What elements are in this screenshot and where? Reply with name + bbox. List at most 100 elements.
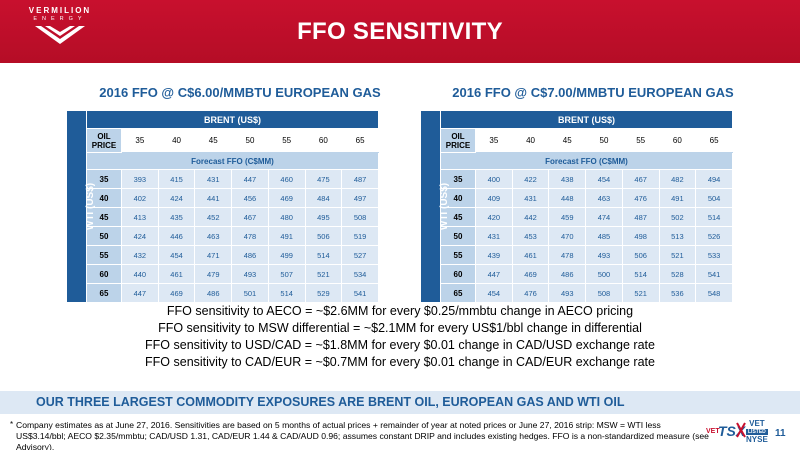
brent-price-header: 45	[548, 128, 587, 153]
page-number: 11	[775, 428, 786, 439]
ffo-value-cell: 420	[475, 207, 513, 227]
ffo-value-cell: 521	[621, 283, 660, 303]
note-usdcad: FFO sensitivity to USD/CAD = ~$1.8MM for…	[145, 338, 655, 352]
oil-price-header: OIL PRICE	[86, 128, 122, 153]
ffo-value-cell: 432	[121, 245, 159, 265]
table-row: 55 432 454 471 486 499 514 527	[67, 245, 379, 265]
nyse-badge: VET LISTED NYSE	[746, 420, 768, 444]
table-row: 65 454 476 493 508 521 536 548	[421, 283, 733, 303]
ffo-value-cell: 514	[695, 207, 733, 227]
table-row: 65 447 469 486 501 514 529 541	[67, 283, 379, 303]
brent-price-header: 45	[194, 128, 233, 153]
exchange-listing-logo: VET TSX VET LISTED NYSE	[706, 420, 768, 444]
wti-price-cell: 50	[440, 226, 476, 246]
logo-name: VERMILION	[28, 6, 92, 15]
ffo-value-cell: 431	[194, 169, 233, 189]
ffo-value-cell: 533	[695, 245, 733, 265]
ffo-value-cell: 393	[121, 169, 159, 189]
ffo-value-cell: 521	[304, 264, 343, 284]
wti-price-cell: 50	[86, 226, 122, 246]
ffo-value-cell: 424	[157, 188, 196, 208]
ffo-value-cell: 402	[121, 188, 159, 208]
page-title: FFO SENSITIVITY	[297, 18, 503, 45]
brent-header: BRENT (US$)	[86, 110, 379, 129]
ffo-value-cell: 448	[548, 188, 587, 208]
footnote-text: Company estimates as at June 27, 2016. S…	[16, 420, 709, 450]
ffo-value-cell: 454	[157, 245, 196, 265]
table-row: 40 402 424 441 456 469 484 497	[67, 188, 379, 208]
ffo-value-cell: 476	[621, 188, 660, 208]
ffo-value-cell: 529	[304, 283, 343, 303]
ffo-value-cell: 424	[121, 226, 159, 246]
ffo-value-cell: 440	[121, 264, 159, 284]
ffo-value-cell: 513	[658, 226, 697, 246]
brent-price-header: 60	[304, 128, 343, 153]
wti-price-cell: 60	[440, 264, 476, 284]
ffo-value-cell: 507	[267, 264, 306, 284]
ffo-value-cell: 499	[267, 245, 306, 265]
ffo-value-cell: 495	[304, 207, 343, 227]
ffo-value-cell: 508	[341, 207, 379, 227]
table-row: 45 420 442 459 474 487 502 514	[421, 207, 733, 227]
wti-price-cell: 55	[440, 245, 476, 265]
ffo-value-cell: 469	[157, 283, 196, 303]
wti-price-cell: 55	[86, 245, 122, 265]
note-cadeur: FFO sensitivity to CAD/EUR = ~$0.7MM for…	[145, 355, 655, 369]
ffo-value-cell: 478	[231, 226, 269, 246]
ffo-value-cell: 548	[695, 283, 733, 303]
wti-price-cell: 40	[86, 188, 122, 208]
exposures-banner: OUR THREE LARGEST COMMODITY EXPOSURES AR…	[0, 391, 800, 414]
logo-emblem-icon	[35, 26, 85, 44]
table-row: 45 413 435 452 467 480 495 508	[67, 207, 379, 227]
brent-price-header: 55	[267, 128, 306, 153]
ffo-value-cell: 514	[267, 283, 306, 303]
wti-price-cell: 65	[440, 283, 476, 303]
ffo-value-cell: 471	[194, 245, 233, 265]
table-row: 35 393 415 431 447 460 475 487	[67, 169, 379, 189]
ffo-value-cell: 460	[267, 169, 306, 189]
wti-price-cell: 45	[86, 207, 122, 227]
ffo-value-cell: 467	[621, 169, 660, 189]
ffo-value-cell: 506	[621, 245, 660, 265]
ffo-value-cell: 479	[194, 264, 233, 284]
table-row: 35 400 422 438 454 467 482 494	[421, 169, 733, 189]
ffo-value-cell: 514	[621, 264, 660, 284]
header-bar: VERMILION ENERGY FFO SENSITIVITY	[0, 0, 800, 63]
footnote: * Company estimates as at June 27, 2016.…	[10, 420, 710, 450]
brent-price-header: 65	[695, 128, 733, 153]
ffo-value-cell: 474	[585, 207, 623, 227]
ffo-value-cell: 446	[157, 226, 196, 246]
ffo-value-cell: 415	[157, 169, 196, 189]
ffo-value-cell: 454	[475, 283, 513, 303]
ffo-value-cell: 438	[548, 169, 587, 189]
ffo-value-cell: 447	[231, 169, 269, 189]
note-aeco: FFO sensitivity to AECO = ~$2.6MM for ev…	[166, 304, 634, 318]
ffo-value-cell: 453	[511, 226, 550, 246]
brent-price-header: 65	[341, 128, 379, 153]
ffo-value-cell: 534	[341, 264, 379, 284]
footnote-marker: *	[10, 420, 14, 429]
ffo-value-cell: 484	[304, 188, 343, 208]
nyse-label: NYSE	[746, 435, 768, 444]
ffo-value-cell: 422	[511, 169, 550, 189]
ffo-value-cell: 400	[475, 169, 513, 189]
ffo-value-cell: 435	[157, 207, 196, 227]
ffo-value-cell: 431	[511, 188, 550, 208]
table-row: 60 447 469 486 500 514 528 541	[421, 264, 733, 284]
tsx-symbol: VET	[706, 428, 720, 435]
ffo-value-cell: 491	[658, 188, 697, 208]
ffo-value-cell: 439	[475, 245, 513, 265]
ffo-value-cell: 487	[621, 207, 660, 227]
nyse-listed: LISTED	[746, 429, 768, 435]
wti-price-cell: 65	[86, 283, 122, 303]
ffo-value-cell: 502	[658, 207, 697, 227]
ffo-value-cell: 476	[511, 283, 550, 303]
ffo-value-cell: 486	[548, 264, 587, 284]
ffo-value-cell: 526	[695, 226, 733, 246]
nyse-symbol: VET	[749, 419, 765, 428]
ffo-value-cell: 486	[231, 245, 269, 265]
sensitivity-notes: FFO sensitivity to AECO = ~$2.6MM for ev…	[0, 303, 800, 371]
ffo-value-cell: 447	[475, 264, 513, 284]
brent-price-header: 40	[157, 128, 196, 153]
ffo-value-cell: 504	[695, 188, 733, 208]
